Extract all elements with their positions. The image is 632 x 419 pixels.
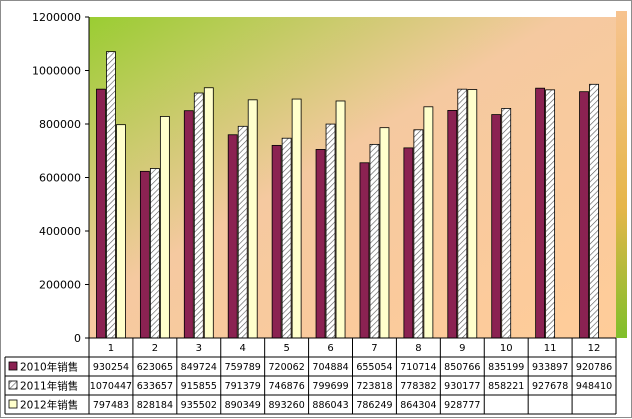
x-tick-label: 7 bbox=[371, 343, 377, 354]
bar-series-2-month-2 bbox=[149, 168, 160, 339]
table-cell-value: 835199 bbox=[488, 362, 524, 373]
table-cell-value: 928777 bbox=[444, 400, 480, 411]
table-cell-value: 799699 bbox=[312, 381, 348, 392]
bar-series-2-month-10 bbox=[501, 108, 512, 339]
table-cell-value: 930177 bbox=[444, 381, 480, 392]
bar-series-2-month-4 bbox=[237, 125, 248, 339]
table-cell-value: 864304 bbox=[400, 400, 436, 411]
y-tick-label: 1200000 bbox=[32, 11, 81, 24]
table-cell-value: 655054 bbox=[356, 362, 392, 373]
y-tick-label: 0 bbox=[74, 332, 81, 345]
table-cell-value: 930254 bbox=[93, 362, 129, 373]
x-tick-label: 1 bbox=[108, 343, 114, 354]
bar-series-2-month-11 bbox=[545, 89, 556, 339]
x-tick-label: 5 bbox=[283, 343, 289, 354]
bar-series-2-month-8 bbox=[413, 129, 424, 339]
bar-series-1-month-5 bbox=[271, 144, 282, 339]
x-tick-label: 8 bbox=[415, 343, 421, 354]
legend-key bbox=[8, 361, 18, 371]
table-cell-value: 828184 bbox=[137, 400, 173, 411]
bar-series-3-month-9 bbox=[467, 89, 478, 339]
plot-background bbox=[89, 17, 616, 338]
table-cell-value: 623065 bbox=[137, 362, 173, 373]
y-tick-label: 200000 bbox=[39, 279, 81, 292]
table-cell-value: 786249 bbox=[356, 400, 392, 411]
bar-series-1-month-8 bbox=[403, 147, 414, 339]
x-tick-label: 3 bbox=[196, 343, 202, 354]
table-cell-value: 886043 bbox=[312, 400, 348, 411]
legend-label: 2010年销售 bbox=[20, 361, 78, 374]
legend-key bbox=[8, 399, 18, 409]
y-tick-label: 800000 bbox=[39, 118, 81, 131]
table-cell-value: 915855 bbox=[181, 381, 217, 392]
table-cell-value: 935502 bbox=[181, 400, 217, 411]
x-tick-label: 4 bbox=[240, 343, 246, 354]
x-tick-label: 9 bbox=[459, 343, 465, 354]
table-cell-value: 1070447 bbox=[90, 381, 132, 392]
table-cell-value: 933897 bbox=[532, 362, 568, 373]
plot-side-wall bbox=[616, 11, 627, 338]
bar-series-2-month-3 bbox=[193, 92, 204, 339]
y-axis: 0 200000 400000 600000 800000 1000000 1200000 bbox=[32, 11, 90, 345]
x-tick-label: 2 bbox=[152, 343, 158, 354]
table-cell-value: 723818 bbox=[356, 381, 392, 392]
bar-series-3-month-6 bbox=[335, 100, 346, 339]
bar-series-3-month-5 bbox=[291, 98, 302, 339]
table-cell-value: 720062 bbox=[268, 362, 304, 373]
bar-series-3-month-1 bbox=[116, 124, 126, 339]
table-cell-value: 927678 bbox=[532, 381, 568, 392]
bar-series-2-month-5 bbox=[281, 137, 292, 339]
bar-series-2-month-7 bbox=[369, 143, 380, 339]
bar-series-1-month-7 bbox=[359, 162, 370, 339]
table-cell-value: 858221 bbox=[488, 381, 524, 392]
table-cell-value: 746876 bbox=[268, 381, 304, 392]
x-tick-label: 12 bbox=[588, 343, 601, 354]
bar-series-1-month-9 bbox=[447, 110, 458, 339]
legend-key bbox=[8, 380, 18, 390]
bar-series-3-month-4 bbox=[247, 99, 258, 339]
y-tick-label: 600000 bbox=[39, 172, 81, 185]
bar-series-3-month-3 bbox=[203, 87, 214, 339]
table-cell-value: 890349 bbox=[225, 400, 261, 411]
table-cell-value: 920786 bbox=[576, 362, 612, 373]
table-cell-value: 778382 bbox=[400, 381, 436, 392]
bar-series-1-month-12 bbox=[579, 91, 589, 339]
y-tick-label: 400000 bbox=[39, 225, 81, 238]
bar-series-2-month-12 bbox=[589, 83, 599, 339]
table-cell-value: 633657 bbox=[137, 381, 173, 392]
bar-series-1-month-2 bbox=[139, 170, 150, 339]
x-tick-label: 6 bbox=[327, 343, 333, 354]
bars bbox=[96, 51, 599, 339]
bar-series-1-month-1 bbox=[96, 88, 106, 339]
bar-series-3-month-7 bbox=[379, 127, 390, 339]
legend-label: 2011年销售 bbox=[20, 380, 78, 393]
table-cell-value: 849724 bbox=[181, 362, 217, 373]
plot-area bbox=[89, 11, 627, 339]
bar-series-1-month-6 bbox=[315, 149, 326, 339]
bar-series-3-month-8 bbox=[423, 106, 434, 339]
table-cell-value: 710714 bbox=[400, 362, 436, 373]
bar-series-2-month-1 bbox=[106, 51, 116, 339]
table-cell-value: 893260 bbox=[268, 400, 304, 411]
table-cell-value: 704884 bbox=[312, 362, 348, 373]
legend-label: 2012年销售 bbox=[20, 399, 78, 412]
bar-series-1-month-4 bbox=[227, 134, 238, 339]
y-tick-label: 1000000 bbox=[32, 65, 81, 78]
table-cell-value: 850766 bbox=[444, 362, 480, 373]
x-tick-label: 11 bbox=[544, 343, 557, 354]
table-cell-value: 791379 bbox=[225, 381, 261, 392]
bar-series-1-month-3 bbox=[183, 110, 194, 339]
bar-series-1-month-10 bbox=[491, 114, 502, 339]
table-cell-value: 759789 bbox=[225, 362, 261, 373]
bar-series-3-month-2 bbox=[159, 116, 170, 339]
x-tick-label: 10 bbox=[500, 343, 513, 354]
bar-series-1-month-11 bbox=[535, 87, 546, 339]
table-cell-value: 797483 bbox=[93, 400, 129, 411]
bar-series-2-month-9 bbox=[457, 88, 468, 339]
table-cell-value: 948410 bbox=[576, 381, 612, 392]
bar-series-2-month-6 bbox=[325, 123, 336, 339]
